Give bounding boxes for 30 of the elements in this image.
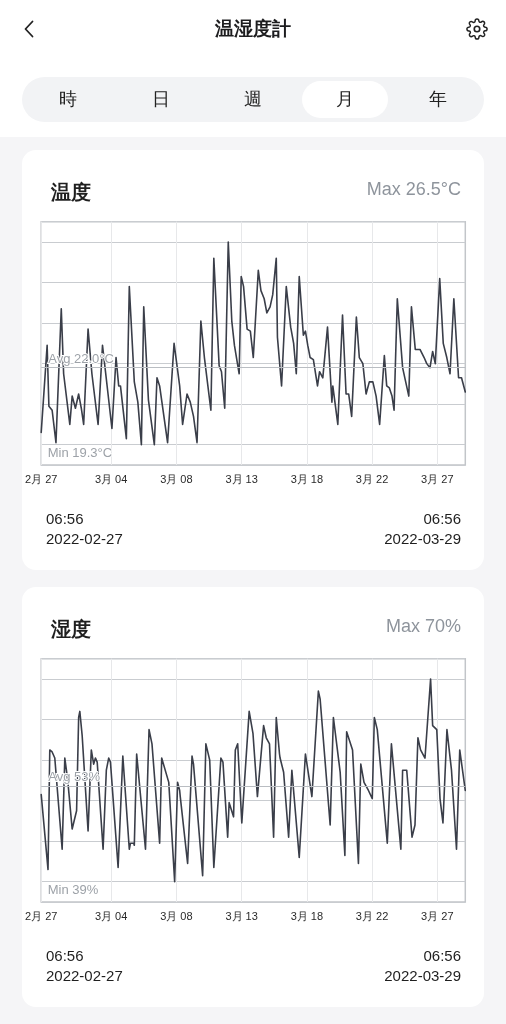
x-tick-label: 2月 27: [24, 909, 58, 922]
text: 2022-03-29: [384, 529, 461, 547]
x-tick-label: 3月 13: [225, 472, 258, 485]
x-tick-label: 3月 27: [421, 472, 454, 485]
tab-bar: 時 日 週 月 年: [22, 77, 484, 122]
x-tick-label: 3月 13: [225, 909, 258, 922]
chart-title: 湿度: [50, 618, 91, 640]
text: 2022-02-27: [46, 529, 123, 547]
text: Max 70%: [385, 616, 461, 636]
x-tick-label: 3月 18: [290, 472, 324, 485]
annotation: Min 19.3°C: [47, 444, 113, 460]
text: 06:56: [46, 946, 84, 964]
text: 温湿度計: [214, 17, 292, 41]
x-tick-label: 3月 08: [160, 472, 193, 485]
x-tick-label: 3月 04: [94, 472, 128, 485]
x-tick-label: 3月 04: [94, 909, 128, 922]
text: 2022-03-29: [384, 966, 461, 984]
chart-title: 温度: [50, 181, 91, 203]
text: 06:56: [423, 509, 461, 527]
annotation: Min 39%: [47, 881, 99, 897]
x-tick-label: 3月 18: [290, 909, 324, 922]
text: Max 26.5°C: [366, 179, 461, 199]
x-tick-label: 2月 27: [24, 472, 58, 485]
text: 06:56: [423, 946, 461, 964]
text: 06:56: [46, 509, 84, 527]
text: 2022-02-27: [46, 966, 123, 984]
x-tick-label: 3月 08: [160, 909, 193, 922]
x-tick-label: 3月 27: [421, 909, 454, 922]
x-tick-label: 3月 22: [355, 909, 389, 922]
x-tick-label: 3月 22: [355, 472, 389, 485]
